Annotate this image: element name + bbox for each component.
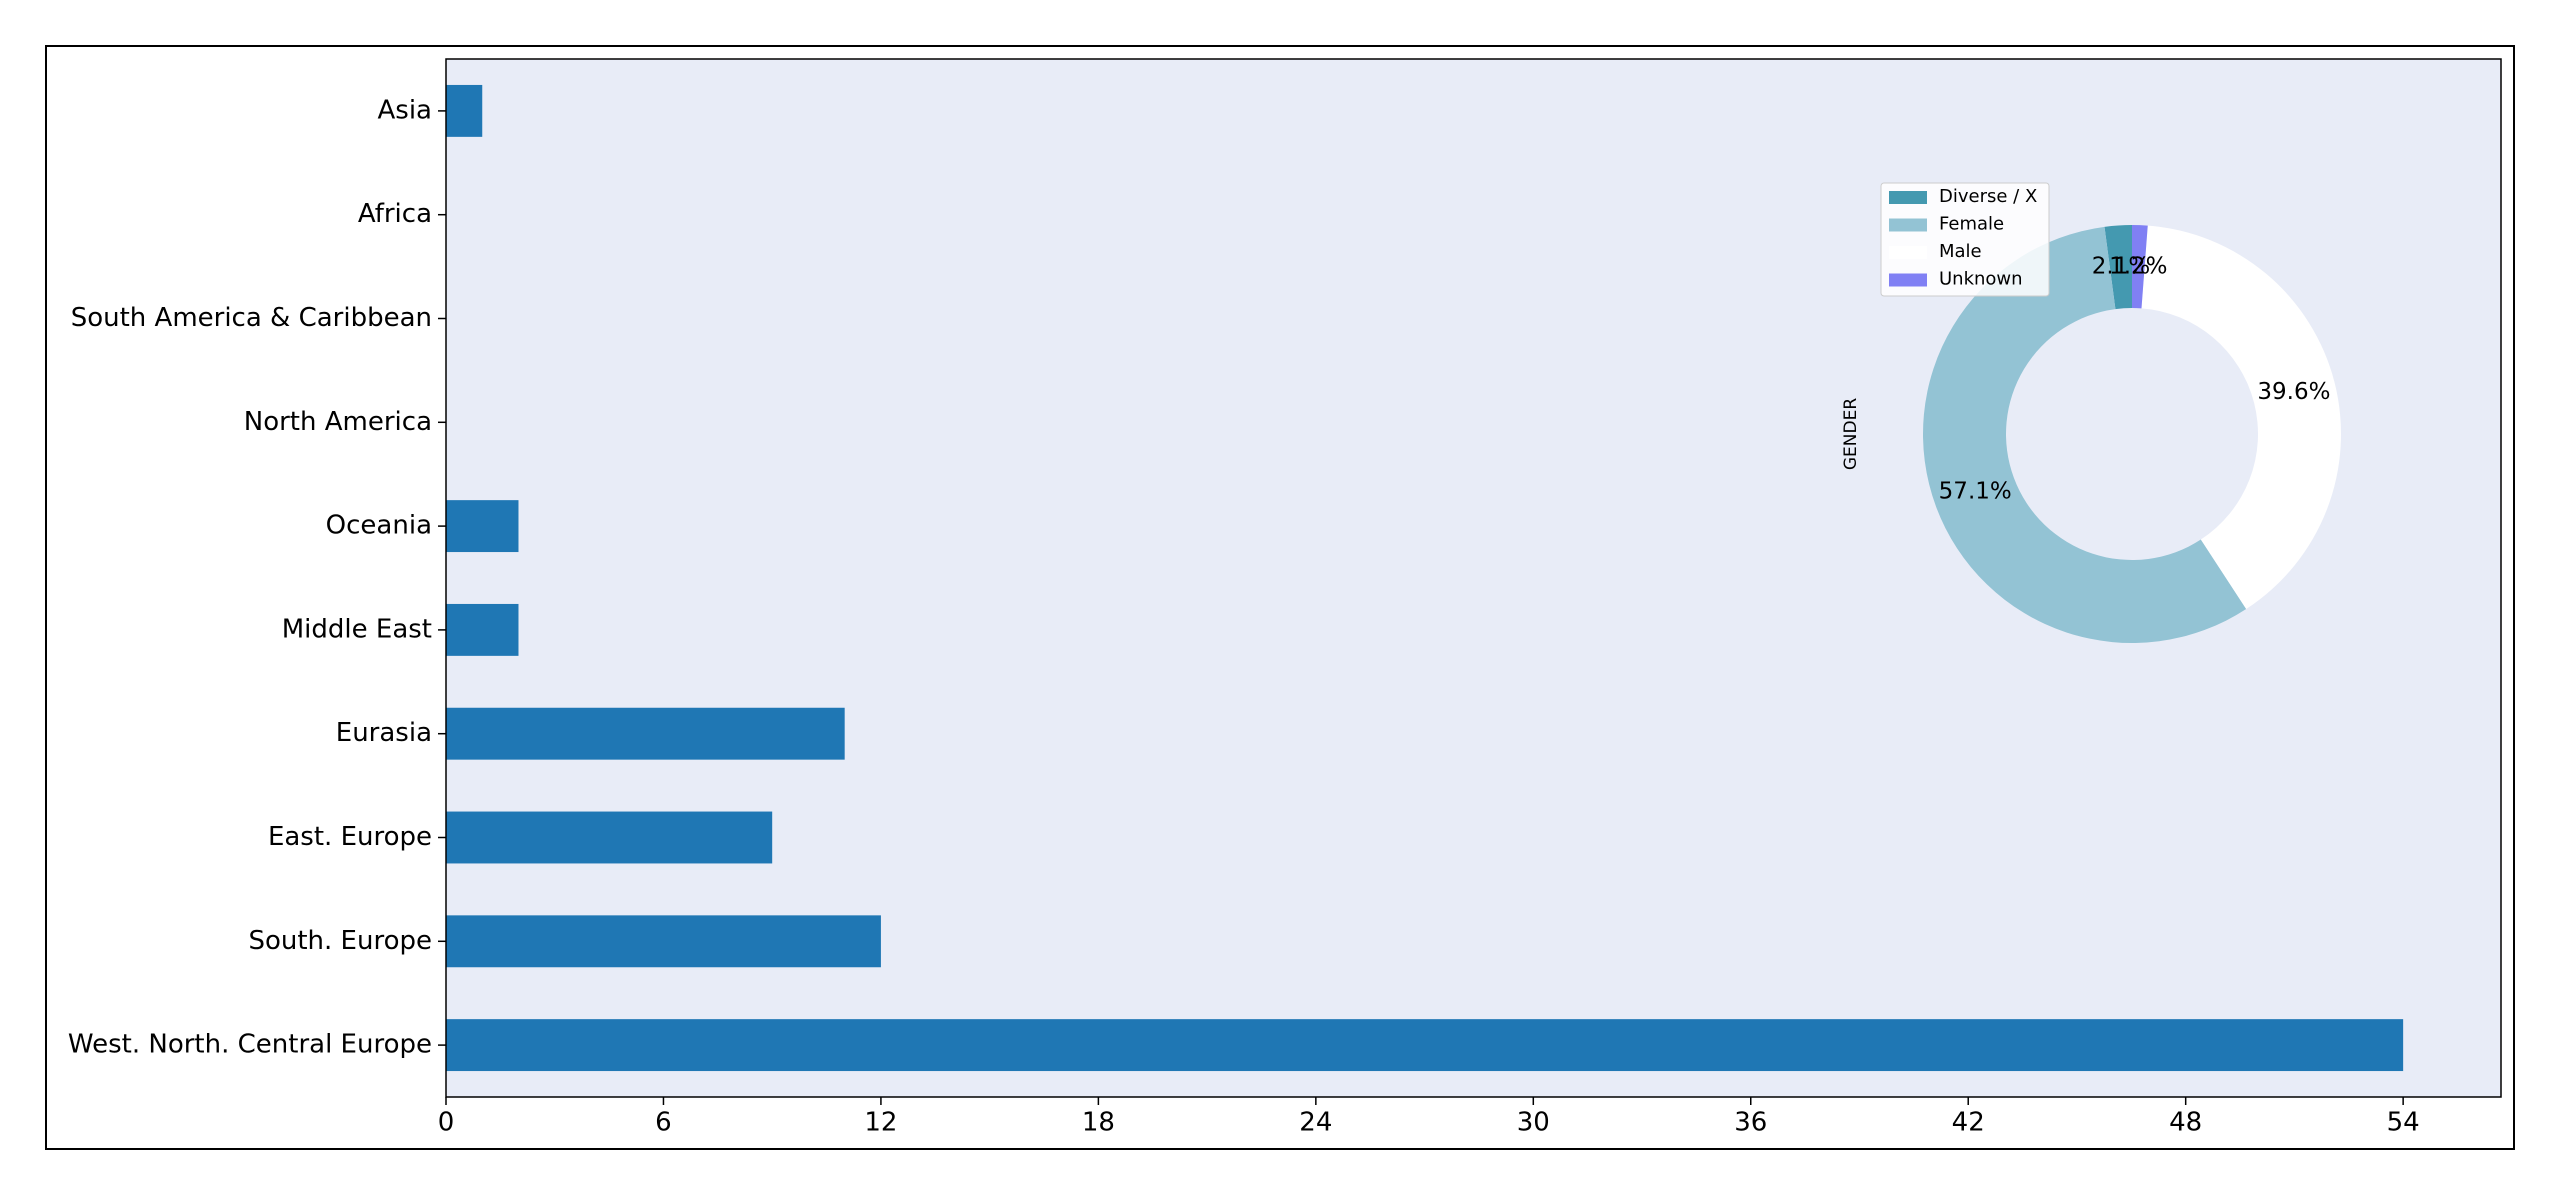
x-tick-label: 12 <box>864 1108 897 1138</box>
pie-wedge <box>2141 225 2341 610</box>
plot-frame <box>445 58 2502 1098</box>
y-tick-label: South America & Caribbean <box>71 303 432 333</box>
legend-box <box>1880 182 2050 297</box>
bar <box>446 1019 2404 1072</box>
x-tick-label: 24 <box>1299 1108 1332 1138</box>
pie-label: 1.2% <box>2109 253 2167 279</box>
y-tick-label: Eurasia <box>336 718 432 748</box>
x-tick-label: 48 <box>2169 1108 2202 1138</box>
pie-label: 57.1% <box>1939 479 2012 505</box>
y-tick-label: West. North. Central Europe <box>68 1030 432 1060</box>
pie-wedge <box>2104 225 2132 310</box>
bar <box>446 500 519 553</box>
y-tick-label: North America <box>244 407 432 437</box>
legend-label: Diverse / X <box>1939 186 2037 207</box>
legend-label: Unknown <box>1939 269 2023 290</box>
x-tick-label: 18 <box>1082 1108 1115 1138</box>
bar <box>446 811 773 864</box>
y-tick-label: Africa <box>358 199 432 229</box>
legend-label: Female <box>1939 214 2004 235</box>
bar <box>446 603 519 656</box>
y-tick-label: Middle East <box>282 614 432 644</box>
y-tick-label: Oceania <box>326 511 432 541</box>
bar <box>446 707 845 760</box>
bar <box>446 915 881 968</box>
pie-wedge <box>2132 225 2148 309</box>
y-tick-label: Asia <box>378 95 433 125</box>
x-tick-label: 30 <box>1517 1108 1550 1138</box>
x-tick-label: 6 <box>655 1108 672 1138</box>
x-tick-label: 0 <box>438 1108 455 1138</box>
x-tick-label: 42 <box>1952 1108 1985 1138</box>
pie-ylabel: GENDER <box>1841 398 1861 470</box>
pie-label: 2.1% <box>2092 254 2150 280</box>
pie-label: 39.6% <box>2257 379 2330 405</box>
x-tick-label: 54 <box>2387 1108 2420 1138</box>
legend-label: Male <box>1939 241 1982 262</box>
y-tick-label: East. Europe <box>268 822 432 852</box>
bar <box>446 84 483 137</box>
legend-swatch <box>1889 273 1927 287</box>
figure-frame <box>45 45 2515 1150</box>
legend-swatch <box>1889 218 1927 232</box>
legend-swatch <box>1889 191 1927 204</box>
y-tick-label: South. Europe <box>248 926 432 956</box>
legend-swatch <box>1889 246 1927 259</box>
x-tick-label: 36 <box>1734 1108 1767 1138</box>
pie-wedge <box>1922 226 2247 644</box>
